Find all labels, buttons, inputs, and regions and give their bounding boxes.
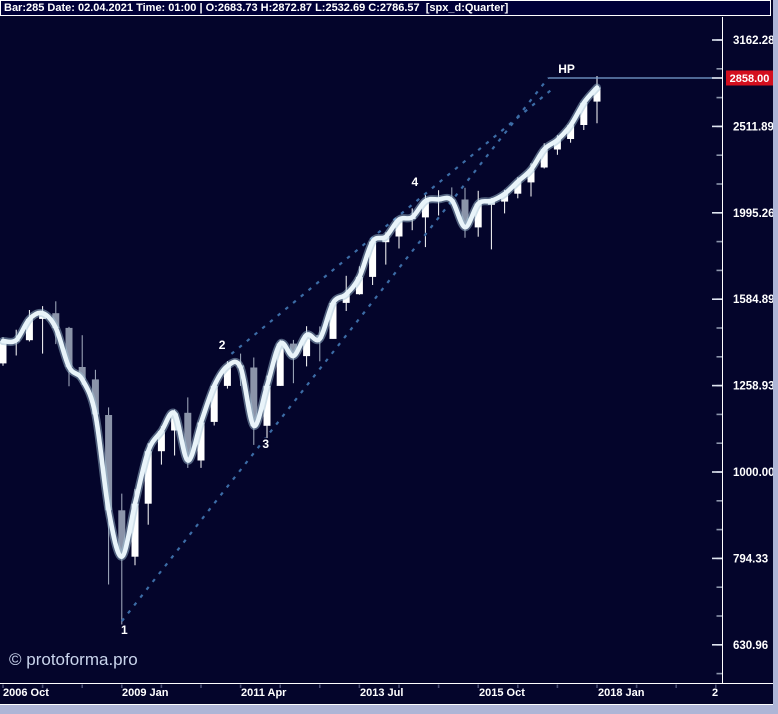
time-axis-label: 2013 Jul bbox=[360, 687, 404, 699]
smoothed-price-line-halo bbox=[0, 83, 601, 561]
time-axis-label: 2009 Jan bbox=[122, 687, 169, 699]
price-axis[interactable]: 3162.28 2858.00 2511.89 1995.26 1584.89 1258.… bbox=[712, 35, 775, 675]
horizontal-scrollbar[interactable] bbox=[0, 704, 778, 714]
time-axis[interactable]: 2006 Oct 2009 Jan 2011 Apr 2013 Jul 2015 Oct… bbox=[0, 684, 721, 703]
smoothed-price-line bbox=[0, 85, 600, 560]
price-axis-label: 794.33 bbox=[733, 553, 768, 565]
time-axis-label: 2011 Apr bbox=[241, 687, 287, 699]
time-axis-label: 2006 Oct bbox=[3, 687, 49, 699]
price-axis-label: 630.96 bbox=[733, 640, 768, 652]
pivot-labels: 1 2 3 4 HP bbox=[119, 60, 576, 639]
time-axis-label: 2 bbox=[712, 687, 719, 699]
price-axis-label: 1000.00 bbox=[733, 467, 775, 479]
bar-info-status-bar: Bar:285 Date: 02.04.2021 Time: 01:00 | O… bbox=[0, 0, 771, 16]
time-axis-label: 2018 Jan bbox=[598, 687, 645, 699]
price-axis-label: 1258.93 bbox=[733, 381, 775, 393]
pivot-label-2: 2 bbox=[219, 338, 226, 352]
pivot-label-3: 3 bbox=[262, 437, 269, 451]
trend-channel bbox=[120, 77, 555, 622]
pivot-label-HP: HP bbox=[558, 62, 575, 76]
time-axis-label: 2015 Oct bbox=[479, 687, 525, 699]
svg-text:2858.00: 2858.00 bbox=[730, 73, 770, 85]
trendline-lower-channel bbox=[120, 77, 550, 622]
price-axis-label: 3162.28 bbox=[733, 35, 775, 47]
watermark: © protoforma.pro bbox=[9, 650, 138, 669]
time-axis-ticks bbox=[2, 684, 717, 688]
price-axis-label: 1584.89 bbox=[733, 294, 775, 306]
pivot-label-1: 1 bbox=[121, 623, 128, 637]
vertical-scrollbar[interactable] bbox=[773, 0, 778, 714]
current-price-tag: 2858.00 bbox=[726, 70, 773, 86]
price-axis-label: 2511.89 bbox=[733, 121, 774, 133]
price-axis-label: 1995.26 bbox=[733, 208, 775, 220]
pivot-label-4: 4 bbox=[411, 175, 418, 189]
